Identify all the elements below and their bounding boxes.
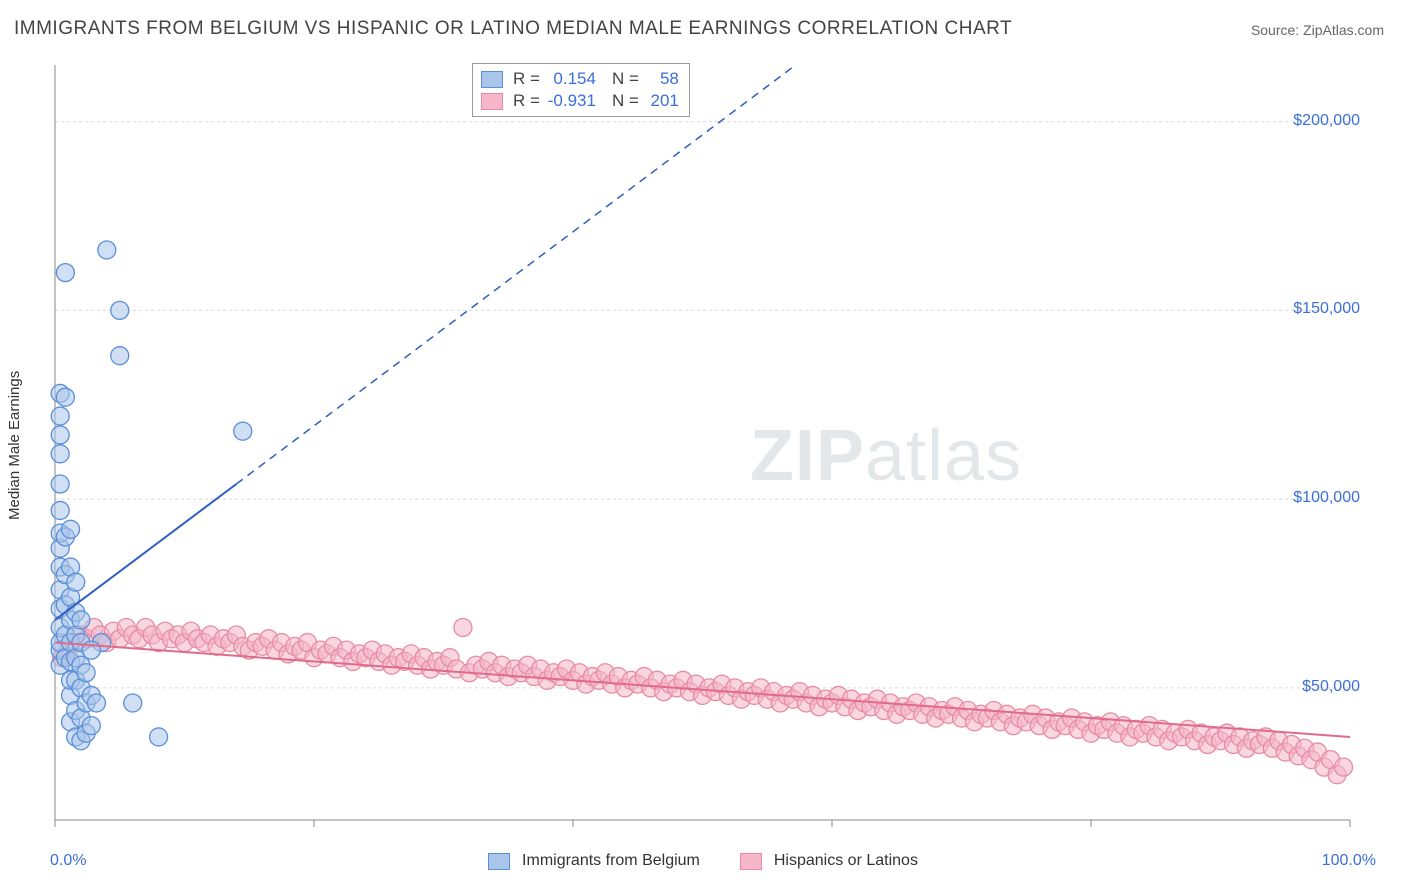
data-point-belgium bbox=[51, 475, 69, 493]
data-point-belgium bbox=[111, 347, 129, 365]
data-point-belgium bbox=[234, 422, 252, 440]
stat-r-value: 0.154 bbox=[546, 68, 596, 90]
y-axis-label: Median Male Earnings bbox=[6, 371, 23, 520]
legend-item-hispanic: Hispanics or Latinos bbox=[740, 852, 918, 870]
data-point-hispanic bbox=[1335, 758, 1353, 776]
scatter-plot bbox=[50, 60, 1380, 830]
y-tick-label: $200,000 bbox=[1293, 112, 1360, 130]
data-point-belgium bbox=[67, 573, 85, 591]
data-point-belgium bbox=[111, 301, 129, 319]
data-point-belgium bbox=[82, 717, 100, 735]
data-point-hispanic bbox=[454, 618, 472, 636]
data-point-belgium bbox=[56, 264, 74, 282]
y-tick-label: $100,000 bbox=[1293, 489, 1360, 507]
data-point-belgium bbox=[150, 728, 168, 746]
y-tick-label: $150,000 bbox=[1293, 300, 1360, 318]
data-point-belgium bbox=[124, 694, 142, 712]
data-point-belgium bbox=[72, 611, 90, 629]
data-point-belgium bbox=[62, 520, 80, 538]
data-point-belgium bbox=[51, 501, 69, 519]
x-max-label: 100.0% bbox=[1322, 852, 1376, 870]
data-point-belgium bbox=[51, 426, 69, 444]
legend-label-belgium: Immigrants from Belgium bbox=[522, 852, 700, 870]
stat-r-value: -0.931 bbox=[546, 90, 596, 112]
stat-n-label: N = bbox=[612, 90, 639, 112]
data-point-belgium bbox=[56, 388, 74, 406]
y-tick-label: $50,000 bbox=[1302, 678, 1360, 696]
stat-n-label: N = bbox=[612, 68, 639, 90]
stat-n-value: 201 bbox=[645, 90, 679, 112]
x-min-label: 0.0% bbox=[50, 852, 86, 870]
swatch-hispanic bbox=[740, 853, 762, 870]
regression-line-belgium-dashed bbox=[236, 65, 795, 484]
data-point-belgium bbox=[51, 445, 69, 463]
stats-row: R = 0.154 N = 58 bbox=[481, 68, 679, 90]
swatch-belgium bbox=[488, 853, 510, 870]
stat-r-label: R = bbox=[513, 90, 540, 112]
regression-line-hispanic bbox=[55, 643, 1350, 737]
data-point-belgium bbox=[51, 407, 69, 425]
data-point-belgium bbox=[98, 241, 116, 259]
stats-swatch bbox=[481, 71, 503, 88]
stats-box: R = 0.154 N = 58 R = -0.931 N = 201 bbox=[472, 63, 690, 117]
data-point-belgium bbox=[77, 664, 95, 682]
stats-swatch bbox=[481, 93, 503, 110]
data-point-belgium bbox=[87, 694, 105, 712]
legend-label-hispanic: Hispanics or Latinos bbox=[774, 852, 918, 870]
stat-r-label: R = bbox=[513, 68, 540, 90]
bottom-legend: Immigrants from Belgium Hispanics or Lat… bbox=[0, 852, 1406, 870]
regression-line-belgium-solid bbox=[55, 484, 236, 620]
stat-n-value: 58 bbox=[645, 68, 679, 90]
stats-row: R = -0.931 N = 201 bbox=[481, 90, 679, 112]
chart-source: Source: ZipAtlas.com bbox=[1251, 22, 1384, 38]
legend-item-belgium: Immigrants from Belgium bbox=[488, 852, 700, 870]
chart-title: IMMIGRANTS FROM BELGIUM VS HISPANIC OR L… bbox=[14, 18, 1012, 40]
